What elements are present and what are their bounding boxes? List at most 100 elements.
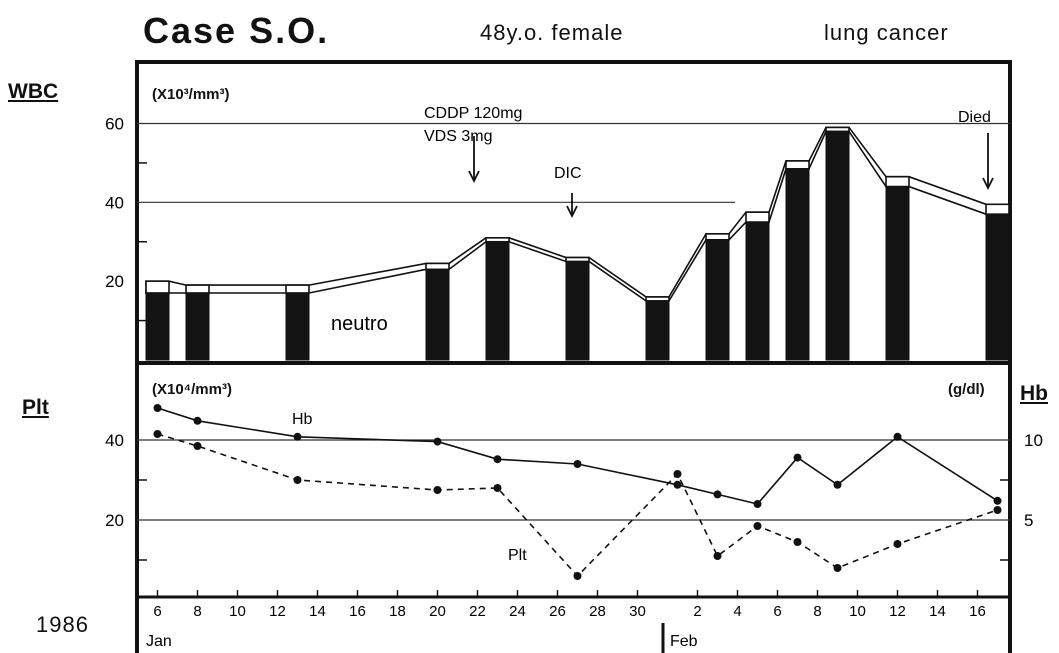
x-tick-label: 10 [849, 603, 866, 620]
x-tick-label: 14 [309, 603, 326, 620]
hb-point [153, 404, 162, 412]
wbc-neutro-bar [645, 300, 670, 361]
wbc-neutro-bar [705, 239, 730, 361]
hb-series-label: Hb [292, 411, 313, 428]
wbc-neutro-bar [785, 168, 810, 361]
x-tick-label: 22 [469, 603, 486, 620]
hb-point [893, 432, 902, 441]
wbc-neutro-bar [885, 186, 910, 361]
x-tick-label: 26 [549, 603, 566, 620]
hb-axis-title: Hb [1020, 382, 1048, 405]
hb-point [753, 500, 762, 508]
diagnosis-label: lung cancer [824, 20, 949, 45]
died-arrow-head [982, 177, 994, 191]
wbc-neutro-bar [285, 292, 310, 361]
cddp-arrow-head [468, 170, 480, 184]
wbc-tick-label: 60 [105, 115, 124, 134]
x-tick-label: 14 [929, 603, 946, 620]
hb-point [993, 496, 1002, 505]
x-tick-label: 6 [153, 603, 161, 620]
wbc-total-segment [825, 126, 850, 133]
x-tick-label: 16 [969, 603, 986, 620]
plt-series-line [157, 433, 998, 578]
dic-annotation: DIC [554, 165, 582, 182]
x-tick-label: 16 [349, 603, 366, 620]
hb-point [673, 480, 682, 489]
plt-point [153, 430, 162, 438]
x-tick-label: 10 [229, 603, 246, 620]
plt-point [993, 506, 1002, 514]
month-label: Feb [670, 633, 698, 650]
page-title: Case S.O. [143, 10, 330, 51]
hb-point [793, 453, 802, 462]
x-tick-label: 2 [693, 603, 701, 620]
wbc-total-segment [425, 262, 450, 271]
x-tick-label: 28 [589, 603, 606, 620]
wbc-total-segment [285, 284, 310, 294]
wbc-unit-label: (X10³/mm³) [152, 86, 230, 103]
died-annotation: Died [958, 109, 991, 126]
plt-point [293, 476, 302, 484]
plt-point [713, 552, 722, 560]
hb-series-line [157, 407, 998, 505]
x-tick-label: 6 [773, 603, 781, 620]
month-label: Jan [146, 633, 172, 650]
dic-arrow-head [566, 205, 578, 219]
wbc-total-segment [985, 203, 1010, 215]
hb-point [833, 480, 842, 489]
hb-point [713, 490, 722, 499]
x-tick-label: 20 [429, 603, 446, 620]
wbc-neutro-bar [425, 268, 450, 361]
plt-point [493, 484, 502, 492]
cddp-annotation: CDDP 120mg [424, 105, 522, 122]
plt-tick-label: 40 [105, 431, 124, 450]
plt-point [753, 522, 762, 530]
wbc-neutro-bar [565, 260, 590, 361]
hb-point [573, 460, 582, 468]
x-tick-label: 4 [733, 603, 741, 620]
plt-point [893, 540, 902, 548]
wbc-total-segment [745, 211, 770, 223]
wbc-total-segment [485, 237, 510, 243]
wbc-neutro-bar [485, 241, 510, 361]
vds-annotation: VDS 3mg [424, 128, 492, 145]
plt-point [433, 486, 442, 494]
wbc-total-segment [645, 296, 670, 302]
wbc-tick-label: 40 [105, 193, 124, 212]
hb-point [493, 455, 502, 464]
wbc-total-segment [145, 280, 170, 294]
hb-point [433, 437, 442, 446]
x-tick-label: 12 [889, 603, 906, 620]
plt-point [573, 572, 582, 580]
plt-point [673, 470, 682, 478]
wbc-neutro-bar [185, 292, 210, 361]
wbc-total-segment [885, 175, 910, 188]
hb-unit-label: (g/dl) [948, 381, 985, 398]
wbc-total-segment [705, 233, 730, 241]
year-label: 1986 [36, 612, 89, 637]
x-tick-label: 12 [269, 603, 286, 620]
wbc-neutro-bar [985, 213, 1010, 361]
patient-info: 48y.o. female [480, 20, 624, 45]
plt-point [793, 538, 802, 546]
x-tick-label: 8 [813, 603, 821, 620]
hb-point [193, 416, 202, 425]
hb-tick-label: 5 [1024, 511, 1033, 530]
wbc-tick-label: 20 [105, 272, 124, 291]
hb-tick-label: 10 [1024, 431, 1043, 450]
neutro-label: neutro [331, 313, 388, 335]
plt-unit-label: (X10⁴/mm³) [152, 381, 232, 398]
plt-tick-label: 20 [105, 511, 124, 530]
plt-series-label: Plt [508, 547, 527, 564]
wbc-neutro-bar [145, 292, 170, 361]
x-tick-label: 18 [389, 603, 406, 620]
wbc-neutro-bar [745, 221, 770, 361]
x-tick-label: 8 [193, 603, 201, 620]
plt-axis-title: Plt [22, 396, 49, 419]
wbc-total-segment [785, 160, 810, 170]
hb-point [293, 432, 302, 441]
plt-point [833, 564, 842, 572]
wbc-total-segment [565, 256, 590, 263]
wbc-axis-title: WBC [8, 80, 59, 103]
